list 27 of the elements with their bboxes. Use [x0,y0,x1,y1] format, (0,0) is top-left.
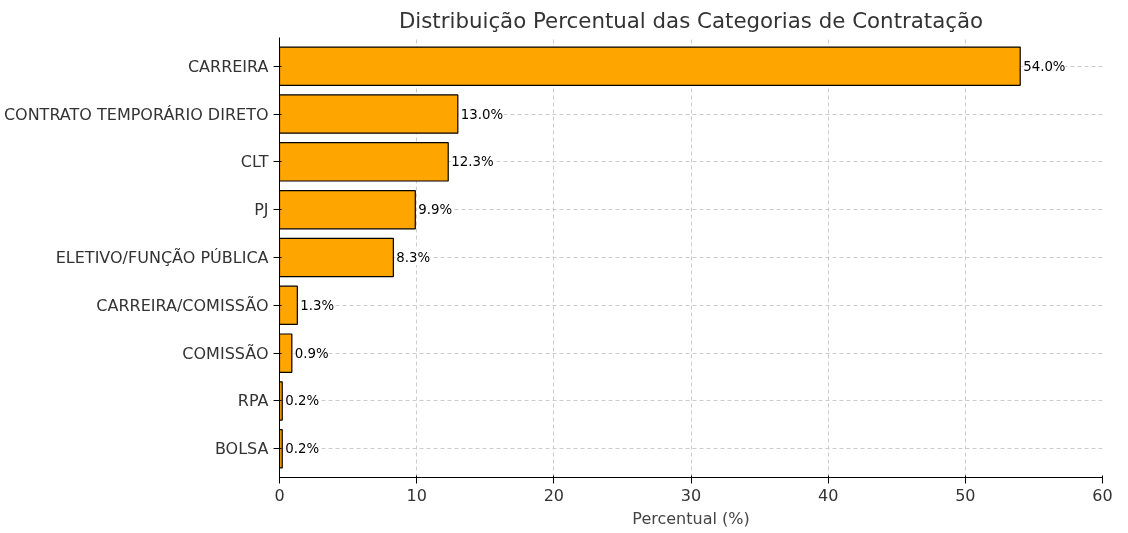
y-tick-label: CARREIRA [187,56,269,76]
y-tick-label: CARREIRA/COMISSÃO [96,295,269,315]
x-axis-title: Percentual (%) [632,508,750,528]
y-tick-label: CLT [240,152,269,172]
data-label: 0.9% [294,345,329,361]
y-tick-label: ELETIVO/FUNÇÃO PÚBLICA [55,248,269,267]
y-tick-label: RPA [237,391,269,411]
y-tick-label: BOLSA [214,439,269,459]
data-label: 0.2% [285,393,320,409]
y-tick-label: COMISSÃO [182,343,269,363]
x-tick-label: 20 [543,485,565,505]
data-label: 54.0% [1023,58,1066,74]
data-label: 8.3% [396,250,431,265]
x-tick-label: 40 [817,485,839,505]
data-label: 12.3% [451,154,494,170]
x-tick-label: 50 [955,485,976,505]
data-label: 0.2% [285,441,320,457]
chart-title: Distribuição Percentual das Categorias de Contratação [398,7,984,33]
data-label: 1.3% [300,297,335,313]
x-tick-label: 60 [1092,485,1113,505]
x-tick-label: 10 [406,485,427,505]
x-tick-label: 30 [680,485,702,505]
y-tick-label: PJ [254,200,269,220]
data-label: 13.0% [460,106,504,122]
data-label: 9.9% [418,202,453,218]
x-tick-label: 0 [274,485,285,505]
y-tick-label: CONTRATO TEMPORÁRIO DIRETO [3,104,269,124]
